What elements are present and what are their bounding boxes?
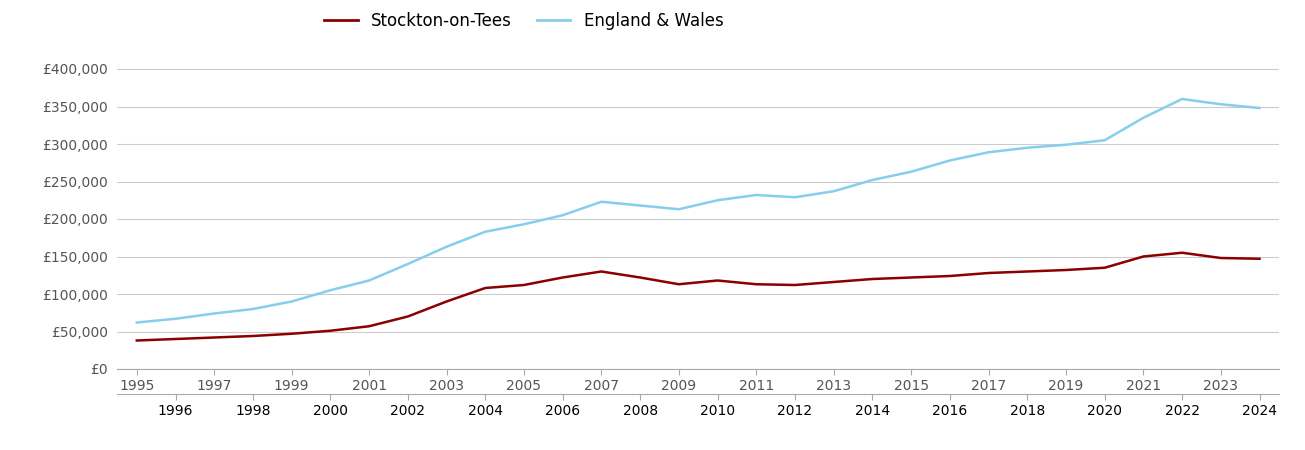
Stockton-on-Tees bbox=[555, 275, 570, 280]
England & Wales bbox=[438, 244, 454, 249]
Stockton-on-Tees bbox=[1135, 254, 1151, 259]
England & Wales bbox=[283, 299, 299, 304]
Stockton-on-Tees bbox=[826, 279, 842, 285]
Stockton-on-Tees bbox=[671, 282, 686, 287]
England & Wales bbox=[942, 158, 958, 163]
England & Wales bbox=[245, 306, 261, 312]
England & Wales bbox=[1251, 105, 1267, 111]
England & Wales bbox=[632, 203, 647, 208]
England & Wales bbox=[322, 288, 338, 293]
Stockton-on-Tees bbox=[399, 314, 415, 319]
Line: Stockton-on-Tees: Stockton-on-Tees bbox=[137, 253, 1259, 341]
Line: England & Wales: England & Wales bbox=[137, 99, 1259, 323]
England & Wales bbox=[168, 316, 184, 321]
Stockton-on-Tees bbox=[632, 275, 647, 280]
Stockton-on-Tees bbox=[1096, 265, 1112, 270]
England & Wales bbox=[903, 169, 919, 175]
Stockton-on-Tees bbox=[1058, 267, 1074, 273]
England & Wales bbox=[399, 261, 415, 267]
Stockton-on-Tees bbox=[129, 338, 145, 343]
Stockton-on-Tees bbox=[322, 328, 338, 333]
England & Wales bbox=[129, 320, 145, 325]
Stockton-on-Tees bbox=[903, 275, 919, 280]
England & Wales bbox=[826, 189, 842, 194]
England & Wales bbox=[1019, 145, 1035, 150]
England & Wales bbox=[865, 177, 881, 183]
Stockton-on-Tees bbox=[478, 285, 493, 291]
Stockton-on-Tees bbox=[168, 336, 184, 342]
Stockton-on-Tees bbox=[206, 335, 222, 340]
England & Wales bbox=[206, 311, 222, 316]
England & Wales bbox=[671, 207, 686, 212]
England & Wales bbox=[710, 198, 726, 203]
Stockton-on-Tees bbox=[438, 299, 454, 304]
Stockton-on-Tees bbox=[787, 282, 803, 288]
England & Wales bbox=[517, 221, 532, 227]
England & Wales bbox=[1096, 138, 1112, 143]
Stockton-on-Tees bbox=[594, 269, 609, 274]
Stockton-on-Tees bbox=[1174, 250, 1190, 256]
England & Wales bbox=[478, 229, 493, 234]
Stockton-on-Tees bbox=[361, 324, 377, 329]
Stockton-on-Tees bbox=[283, 331, 299, 337]
Stockton-on-Tees bbox=[1251, 256, 1267, 261]
England & Wales bbox=[555, 212, 570, 218]
England & Wales bbox=[787, 194, 803, 200]
England & Wales bbox=[748, 192, 763, 198]
Stockton-on-Tees bbox=[942, 273, 958, 279]
England & Wales bbox=[1058, 142, 1074, 148]
Stockton-on-Tees bbox=[1019, 269, 1035, 274]
England & Wales bbox=[594, 199, 609, 204]
Legend: Stockton-on-Tees, England & Wales: Stockton-on-Tees, England & Wales bbox=[318, 6, 729, 37]
England & Wales bbox=[361, 278, 377, 283]
Stockton-on-Tees bbox=[517, 282, 532, 288]
Stockton-on-Tees bbox=[748, 282, 763, 287]
Stockton-on-Tees bbox=[245, 333, 261, 339]
England & Wales bbox=[1174, 96, 1190, 102]
Stockton-on-Tees bbox=[865, 276, 881, 282]
Stockton-on-Tees bbox=[1212, 255, 1228, 261]
England & Wales bbox=[981, 149, 997, 155]
Stockton-on-Tees bbox=[710, 278, 726, 283]
Stockton-on-Tees bbox=[981, 270, 997, 276]
England & Wales bbox=[1135, 115, 1151, 121]
England & Wales bbox=[1212, 102, 1228, 107]
